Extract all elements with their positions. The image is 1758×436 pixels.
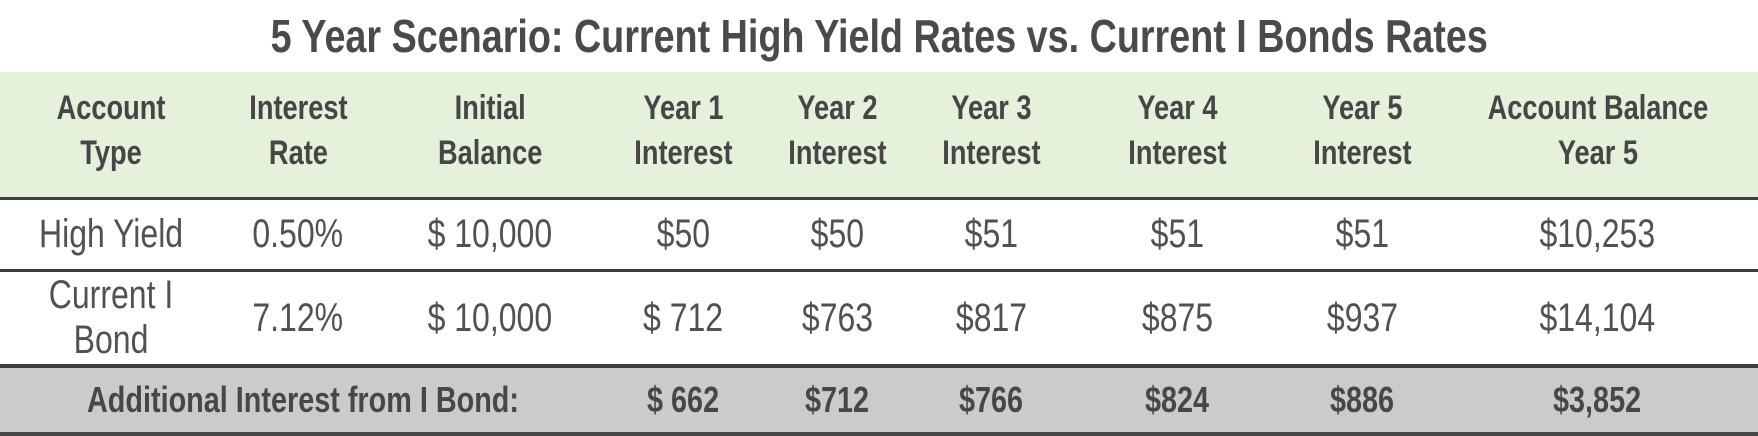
table-row-current-i-bond: Current I Bond 7.12% $ 10,000 $ 712 $763… [0,270,1758,368]
table-cell: $817 [914,270,1068,368]
column-header-year5-interest: Year 5 Interest [1287,72,1437,200]
column-header-label: Initial Balance [437,89,543,172]
cell-value: Current I Bond [48,273,174,362]
table-cell: $50 [760,198,914,272]
column-header-label: Year 3 Interest [941,89,1041,172]
cell-value: $50 [810,212,864,256]
cell-value: $3,852 [1553,379,1642,420]
summary-label-cell: Additional Interest from I Bond: [0,366,606,436]
cell-value: $824 [1145,379,1210,420]
cell-value: $886 [1329,379,1395,420]
table-cell: $712 [760,366,914,436]
table-cell: $937 [1287,270,1437,368]
cell-value: $51 [1335,212,1389,256]
column-header-year3-interest: Year 3 Interest [914,72,1068,200]
cell-value: $875 [1141,295,1214,340]
column-header-account-balance-year5: Account Balance Year 5 [1437,72,1758,200]
table-row-high-yield: High Yield 0.50% $ 10,000 $50 $50 $51 $5… [0,198,1758,272]
summary-label: Additional Interest from I Bond: [86,379,519,420]
cell-value: $ 712 [642,295,724,340]
column-header-label: Year 1 Interest [633,89,733,172]
table-cell: $824 [1068,366,1287,436]
column-header-interest-rate: Interest Rate [222,72,374,200]
table-cell: $766 [914,366,1068,436]
column-header-label: Year 5 Interest [1312,89,1412,172]
cell-value: $51 [1150,212,1205,256]
cell-value: $10,253 [1539,212,1656,256]
table-cell: $763 [760,270,914,368]
page-title-text: 5 Year Scenario: Current High Yield Rate… [270,10,1488,62]
column-header-label: Interest Rate [248,89,348,172]
cell-value: $937 [1326,295,1398,340]
column-header-account-type: Account Type [0,72,222,200]
cell-value: $817 [955,295,1027,340]
table-row-additional-interest: Additional Interest from I Bond: $ 662 $… [0,366,1758,436]
table-cell: $51 [1068,198,1287,272]
table-cell: $ 10,000 [374,270,606,368]
cell-value: $51 [964,212,1018,256]
table-cell: High Yield [0,198,222,272]
table-cell: 0.50% [222,198,374,272]
column-header-year4-interest: Year 4 Interest [1068,72,1287,200]
table-cell: $ 662 [606,366,760,436]
cell-value: 7.12% [252,295,344,340]
column-header-year2-interest: Year 2 Interest [760,72,914,200]
table-cell: $ 712 [606,270,760,368]
table-cell: $886 [1287,366,1437,436]
comparison-table: Account Type Interest Rate Initial Balan… [0,72,1758,436]
cell-value: $763 [801,295,873,340]
page-title: 5 Year Scenario: Current High Yield Rate… [0,0,1758,72]
column-header-initial-balance: Initial Balance [374,72,606,200]
cell-value: $ 10,000 [427,212,553,256]
column-header-label: Year 4 Interest [1128,89,1227,172]
column-header-label: Account Type [56,89,166,172]
cell-value: $ 662 [646,379,720,420]
cell-value: $14,104 [1539,295,1656,340]
column-header-label: Year 2 Interest [787,89,887,172]
table-cell: $14,104 [1437,270,1758,368]
table-cell: $51 [914,198,1068,272]
table-cell: $51 [1287,198,1437,272]
table-cell: $10,253 [1437,198,1758,272]
table-cell: 7.12% [222,270,374,368]
table-cell: $875 [1068,270,1287,368]
cell-value: High Yield [38,212,184,256]
cell-value: $712 [804,379,870,420]
cell-value: $ 10,000 [427,295,553,340]
table-cell: $50 [606,198,760,272]
column-header-year1-interest: Year 1 Interest [606,72,760,200]
table-header-row: Account Type Interest Rate Initial Balan… [0,72,1758,200]
table-cell: Current I Bond [0,270,222,368]
cell-value: $50 [656,212,710,256]
column-header-label: Account Balance Year 5 [1487,89,1708,172]
cell-value: $766 [958,379,1024,420]
table-cell: $3,852 [1437,366,1758,436]
cell-value: 0.50% [252,212,344,256]
table-cell: $ 10,000 [374,198,606,272]
